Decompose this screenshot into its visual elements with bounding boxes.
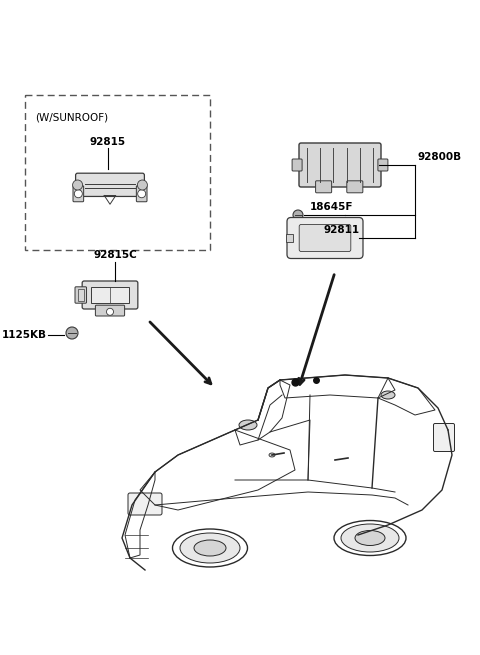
FancyBboxPatch shape (73, 186, 84, 202)
FancyBboxPatch shape (287, 217, 363, 259)
Circle shape (138, 190, 146, 198)
FancyBboxPatch shape (136, 186, 147, 202)
Circle shape (137, 180, 147, 190)
Text: 1125KB: 1125KB (2, 330, 47, 340)
Bar (286, 234, 293, 242)
Ellipse shape (381, 391, 395, 399)
Ellipse shape (194, 540, 226, 556)
Ellipse shape (334, 521, 406, 555)
Ellipse shape (172, 529, 248, 567)
FancyBboxPatch shape (299, 143, 381, 187)
FancyBboxPatch shape (347, 181, 363, 193)
Ellipse shape (180, 533, 240, 563)
Circle shape (107, 309, 113, 315)
Circle shape (74, 190, 83, 198)
FancyBboxPatch shape (96, 305, 125, 316)
FancyBboxPatch shape (75, 173, 144, 196)
Circle shape (72, 180, 83, 190)
Ellipse shape (341, 524, 399, 552)
Ellipse shape (269, 453, 275, 457)
FancyBboxPatch shape (433, 424, 455, 451)
FancyBboxPatch shape (316, 181, 332, 193)
FancyBboxPatch shape (82, 281, 138, 309)
FancyBboxPatch shape (128, 493, 162, 515)
FancyBboxPatch shape (292, 159, 302, 171)
Text: (W/SUNROOF): (W/SUNROOF) (35, 113, 108, 123)
Text: 92811: 92811 (323, 225, 359, 235)
FancyBboxPatch shape (378, 159, 388, 171)
Text: 92800B: 92800B (418, 152, 462, 162)
Bar (78, 290, 84, 301)
Ellipse shape (355, 531, 385, 546)
Circle shape (66, 327, 78, 339)
FancyBboxPatch shape (75, 287, 86, 303)
Bar (25, 95, 210, 250)
Text: 92815: 92815 (90, 137, 126, 147)
Ellipse shape (239, 420, 257, 430)
Text: 18645F: 18645F (310, 202, 353, 212)
Bar (91, 287, 129, 303)
FancyBboxPatch shape (299, 225, 351, 252)
Text: 92815C: 92815C (93, 250, 137, 260)
Circle shape (293, 210, 303, 220)
